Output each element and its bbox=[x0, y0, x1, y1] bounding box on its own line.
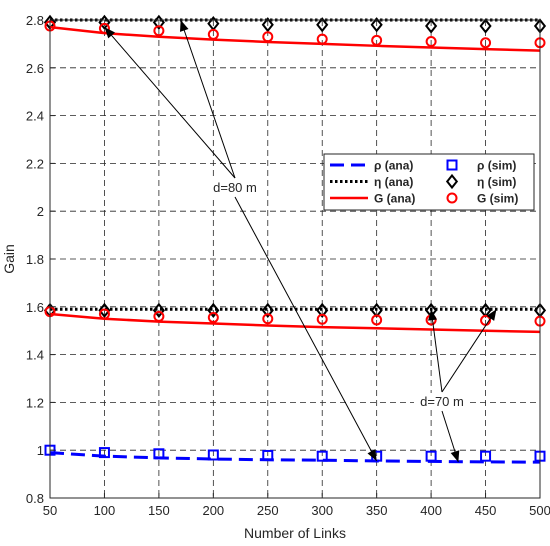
annotation-arrow-line bbox=[104, 26, 236, 179]
data-point-square bbox=[480, 450, 492, 462]
legend-box bbox=[323, 153, 535, 211]
series-8 bbox=[49, 312, 541, 334]
series-line bbox=[49, 25, 541, 52]
data-point-square bbox=[425, 450, 437, 462]
legend: ρ (ana) ρ (sim) η (ana) η (sim) G (ana) G (si… bbox=[323, 153, 535, 211]
x-tick-label: 250 bbox=[257, 503, 279, 518]
annotation-arrowhead bbox=[486, 309, 497, 321]
data-point-circle bbox=[262, 31, 274, 43]
annotations: d=80 m d=70 m bbox=[104, 19, 497, 463]
y-axis-ticks: 0.8 1 1.2 1.4 1.6 1.8 2 2.2 2.4 2.6 2.8 bbox=[26, 13, 55, 506]
legend-label: ρ (sim) bbox=[477, 159, 516, 173]
data-point-circle bbox=[262, 313, 274, 325]
data-point-diamond bbox=[370, 17, 383, 33]
legend-label: η (sim) bbox=[477, 175, 516, 189]
x-tick-label: 300 bbox=[311, 503, 333, 518]
legend-label: ρ (ana) bbox=[374, 159, 413, 173]
annotation-0: d=80 m bbox=[104, 19, 378, 462]
y-tick-label: 1.4 bbox=[26, 348, 44, 363]
annotation-label-background bbox=[414, 393, 470, 410]
annotation-arrow-line bbox=[234, 196, 378, 462]
data-point-diamond bbox=[445, 173, 459, 190]
annotation-arrowhead bbox=[179, 20, 189, 32]
x-tick-label: 500 bbox=[529, 503, 550, 518]
y-tick-label: 2.2 bbox=[26, 156, 44, 171]
annotation-arrowhead bbox=[104, 27, 116, 39]
data-point-diamond bbox=[98, 302, 111, 318]
data-point-square bbox=[446, 159, 458, 171]
y-tick-label: 2.6 bbox=[26, 61, 44, 76]
x-tick-label: 350 bbox=[366, 503, 388, 518]
annotation-label: d=80 m bbox=[213, 180, 257, 195]
data-point-circle bbox=[480, 37, 492, 49]
y-tick-label: 1.8 bbox=[26, 252, 44, 267]
data-point-diamond bbox=[207, 302, 220, 318]
data-point-square bbox=[262, 449, 274, 461]
data-point-square bbox=[207, 449, 219, 461]
x-tick-label: 50 bbox=[43, 503, 57, 518]
series-4 bbox=[49, 25, 541, 52]
data-point-diamond bbox=[261, 302, 274, 318]
data-point-diamond bbox=[425, 18, 438, 34]
legend-item: η (sim) bbox=[445, 173, 516, 190]
legend-label: G (ana) bbox=[374, 192, 415, 206]
annotation-arrow-line bbox=[180, 19, 236, 179]
y-tick-label: 1.2 bbox=[26, 395, 44, 410]
annotation-arrowhead bbox=[450, 450, 460, 463]
x-tick-label: 450 bbox=[475, 503, 497, 518]
legend-item: G (ana) bbox=[330, 192, 415, 206]
legend-item: ρ (sim) bbox=[446, 159, 516, 173]
data-point-square bbox=[153, 448, 165, 460]
data-point-diamond bbox=[316, 302, 329, 318]
data-point-circle bbox=[153, 25, 165, 37]
data-point-circle bbox=[371, 34, 383, 46]
data-point-square bbox=[98, 447, 110, 459]
y-tick-label: 2.8 bbox=[26, 13, 44, 28]
annotation-arrowhead bbox=[367, 449, 377, 461]
data-point-circle bbox=[98, 22, 110, 34]
data-point-circle bbox=[207, 28, 219, 40]
data-point-square bbox=[316, 450, 328, 462]
data-point-circle bbox=[98, 308, 110, 320]
data-point-circle bbox=[316, 313, 328, 325]
y-tick-label: 2.4 bbox=[26, 109, 44, 124]
annotation-arrow-line bbox=[441, 308, 497, 393]
y-tick-label: 1 bbox=[37, 443, 44, 458]
data-point-diamond bbox=[316, 17, 329, 33]
x-axis-ticks: 50 100 150 200 250 300 350 400 450 500 bbox=[43, 493, 550, 518]
legend-item: η (ana) bbox=[330, 175, 413, 189]
legend-label: G (sim) bbox=[477, 192, 518, 206]
y-axis-title: Gain bbox=[1, 244, 17, 274]
x-tick-label: 100 bbox=[94, 503, 116, 518]
annotation-label-background bbox=[207, 179, 263, 196]
data-point-circle bbox=[425, 36, 437, 48]
x-axis-title: Number of Links bbox=[244, 525, 346, 541]
x-tick-label: 400 bbox=[420, 503, 442, 518]
data-point-circle bbox=[153, 310, 165, 322]
legend-item: ρ (ana) bbox=[330, 159, 413, 173]
data-point-diamond bbox=[479, 18, 492, 34]
legend-label: η (ana) bbox=[374, 175, 413, 189]
data-point-diamond bbox=[261, 17, 274, 33]
data-point-circle bbox=[316, 33, 328, 45]
series-line bbox=[49, 312, 541, 334]
x-tick-label: 200 bbox=[202, 503, 224, 518]
data-point-circle bbox=[446, 192, 458, 204]
y-tick-label: 2 bbox=[37, 204, 44, 219]
annotation-arrowhead bbox=[428, 309, 438, 321]
x-tick-label: 150 bbox=[148, 503, 170, 518]
data-point-diamond bbox=[152, 302, 165, 318]
data-point-circle bbox=[207, 312, 219, 324]
grid-lines bbox=[50, 20, 540, 498]
y-tick-label: 0.8 bbox=[26, 491, 44, 506]
data-point-circle bbox=[371, 314, 383, 326]
annotation-arrow-line bbox=[430, 309, 443, 393]
legend-item: G (sim) bbox=[446, 192, 518, 206]
y-tick-label: 1.6 bbox=[26, 300, 44, 315]
annotation-1: d=70 m bbox=[414, 308, 497, 463]
annotation-label: d=70 m bbox=[420, 394, 464, 409]
